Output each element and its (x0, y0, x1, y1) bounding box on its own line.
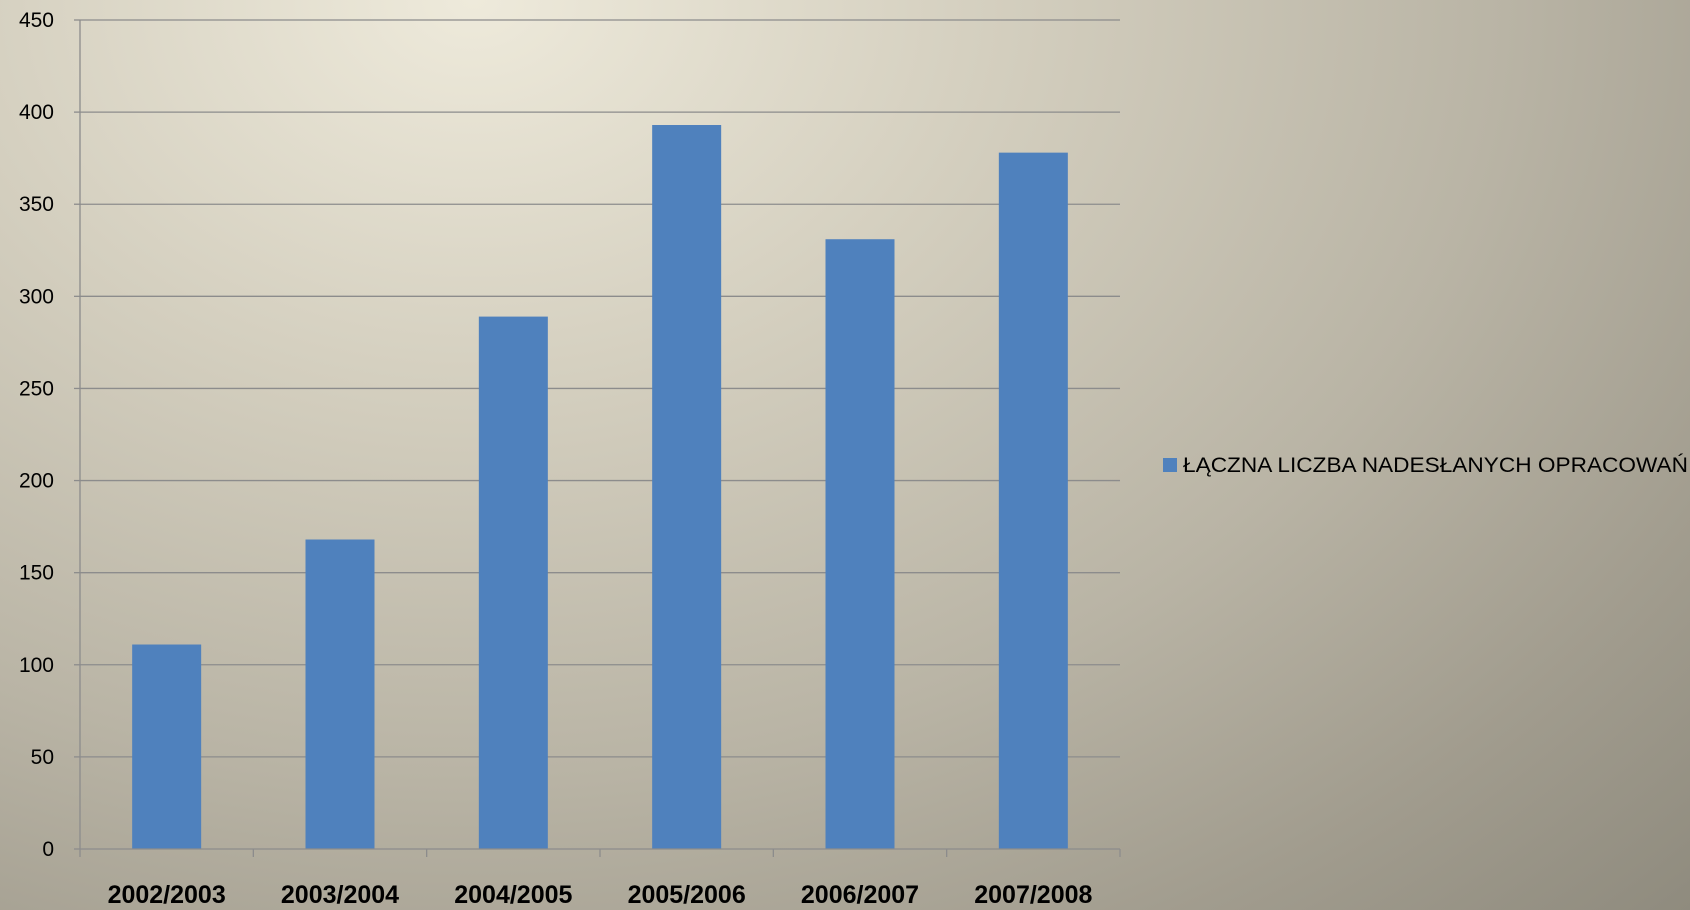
bar (825, 239, 895, 850)
y-tick-label: 300 (19, 285, 54, 308)
y-tick-label: 150 (19, 562, 54, 585)
x-tick-label: 2003/2004 (281, 881, 399, 909)
bar (132, 644, 202, 849)
y-tick-label: 100 (19, 654, 54, 677)
gridlines (74, 19, 1120, 850)
y-tick-label: 450 (19, 9, 54, 32)
y-tick-label: 250 (19, 377, 54, 400)
x-tick-label: 2002/2003 (108, 881, 226, 909)
y-tick-labels: 0 50 100 150 200 250 300 350 400 450 (19, 9, 54, 861)
y-tick-label: 400 (19, 101, 54, 124)
axes (79, 20, 1121, 857)
y-tick-label: 200 (19, 470, 54, 493)
x-tick-label: 2004/2005 (454, 881, 572, 909)
y-tick-label: 0 (42, 838, 54, 861)
x-tick-labels: 2002/2003 2003/2004 2004/2005 2005/2006 2006… (108, 881, 1093, 909)
bars (132, 125, 1068, 850)
legend-label: ŁĄCZNA LICZBA NADESŁANYCH OPRACOWAŃ (1183, 454, 1688, 477)
y-tick-label: 350 (19, 193, 54, 216)
legend-swatch (1163, 458, 1177, 472)
bar (652, 125, 722, 850)
x-tick-label: 2007/2008 (974, 881, 1092, 909)
bar (305, 539, 375, 849)
x-tick-label: 2005/2006 (628, 881, 746, 909)
x-tick-label: 2006/2007 (801, 881, 919, 909)
legend: ŁĄCZNA LICZBA NADESŁANYCH OPRACOWAŃ (1163, 454, 1688, 477)
bar (478, 316, 548, 849)
bar (998, 152, 1068, 849)
y-tick-label: 50 (31, 746, 54, 769)
